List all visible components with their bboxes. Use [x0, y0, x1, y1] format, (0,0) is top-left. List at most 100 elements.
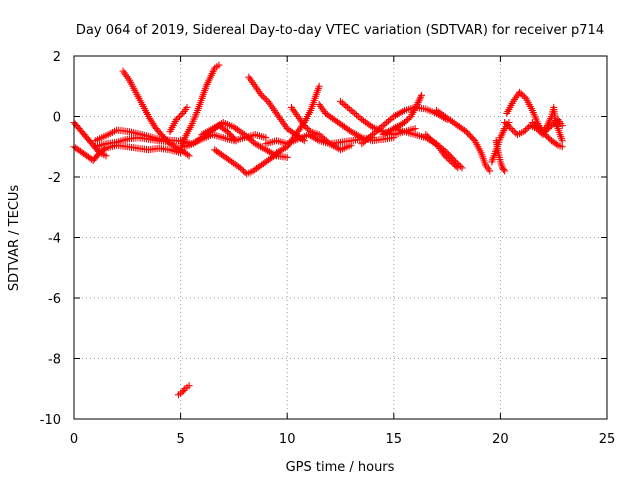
data-point: [558, 122, 566, 130]
data-point: [262, 146, 270, 154]
data-point: [273, 149, 281, 157]
data-point: [333, 144, 341, 152]
y-axis-label: SDTVAR / TECUs: [7, 185, 22, 292]
data-point: [381, 120, 389, 128]
data-point: [265, 148, 273, 156]
data-point: [558, 137, 566, 145]
data-point: [232, 124, 240, 132]
data-point: [356, 133, 364, 141]
data-point: [501, 119, 509, 127]
y-tick-label: -2: [48, 171, 61, 186]
data-point: [431, 140, 439, 148]
data-point: [423, 132, 431, 140]
data-point: [363, 119, 371, 127]
data-point: [280, 145, 288, 153]
data-point: [397, 108, 405, 116]
data-point: [397, 121, 405, 129]
data-point: [441, 152, 449, 160]
plot-frame: [73, 55, 608, 420]
data-point: [149, 120, 157, 128]
data-point: [305, 126, 313, 134]
y-tick-label: -10: [40, 413, 61, 428]
data-point: [368, 131, 376, 139]
data-point: [445, 115, 453, 123]
data-point: [180, 386, 188, 394]
points-layer: [70, 61, 566, 399]
data-point: [517, 90, 525, 98]
data-point: [235, 127, 243, 135]
data-point: [444, 155, 452, 163]
data-point: [399, 107, 407, 115]
data-point: [322, 137, 330, 145]
data-point: [383, 119, 391, 127]
data-point: [356, 114, 364, 122]
y-tick-label: 2: [53, 50, 61, 65]
data-point: [212, 123, 220, 131]
data-point: [166, 138, 174, 146]
data-point: [261, 94, 269, 102]
data-point: [344, 103, 352, 111]
data-point: [384, 117, 392, 125]
data-point: [255, 142, 263, 150]
x-tick-label: 5: [176, 432, 184, 447]
data-point: [216, 121, 224, 129]
data-point: [308, 133, 316, 141]
data-point: [502, 120, 510, 128]
data-point: [233, 126, 241, 134]
data-point: [386, 127, 394, 135]
data-point: [428, 137, 436, 145]
data-point: [510, 128, 518, 136]
data-point: [259, 93, 267, 101]
data-point: [447, 117, 455, 125]
data-point: [558, 143, 566, 151]
data-point: [185, 382, 193, 390]
y-tick-label: -6: [48, 292, 61, 307]
data-point: [249, 138, 257, 146]
data-point: [358, 140, 366, 148]
data-point: [260, 145, 268, 153]
data-point: [185, 152, 193, 160]
series-arc3: [91, 126, 191, 146]
data-point: [232, 137, 240, 145]
data-point: [147, 116, 155, 124]
data-point: [349, 129, 357, 137]
data-point: [347, 106, 355, 114]
data-point: [533, 123, 541, 131]
data-point: [351, 130, 359, 138]
data-point: [201, 129, 209, 137]
data-point: [521, 126, 529, 134]
data-point: [342, 102, 350, 110]
data-point: [383, 129, 391, 137]
data-point: [349, 108, 357, 116]
series-arc15: [287, 103, 355, 154]
data-point: [360, 138, 368, 146]
data-point: [507, 125, 515, 133]
data-point: [392, 111, 400, 119]
data-point: [278, 146, 286, 154]
data-point: [532, 122, 540, 130]
data-point: [283, 153, 291, 161]
data-point: [372, 128, 380, 136]
data-point: [384, 128, 392, 136]
data-point: [440, 111, 448, 119]
data-point: [509, 126, 517, 134]
data-point: [244, 134, 252, 142]
data-point: [351, 109, 359, 117]
data-point: [340, 100, 348, 108]
x-tick-label: 10: [279, 432, 296, 447]
data-point: [237, 128, 245, 136]
data-point: [436, 109, 444, 117]
data-point: [523, 125, 531, 133]
data-point: [361, 137, 369, 145]
data-point: [303, 125, 311, 133]
x-tick-label: 0: [70, 432, 78, 447]
x-tick-label: 20: [492, 432, 509, 447]
data-point: [238, 165, 246, 173]
series-arc14: [273, 82, 323, 157]
data-point: [177, 111, 185, 119]
data-point: [326, 140, 334, 148]
data-point: [207, 126, 215, 134]
y-tick-label: 0: [53, 111, 61, 126]
data-point: [367, 122, 375, 130]
data-point: [300, 122, 308, 130]
